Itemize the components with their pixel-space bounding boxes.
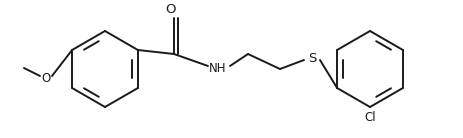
Text: S: S — [307, 51, 315, 64]
Text: NH: NH — [209, 63, 226, 75]
Text: O: O — [41, 72, 50, 86]
Text: O: O — [165, 3, 176, 16]
Text: Cl: Cl — [363, 111, 375, 124]
